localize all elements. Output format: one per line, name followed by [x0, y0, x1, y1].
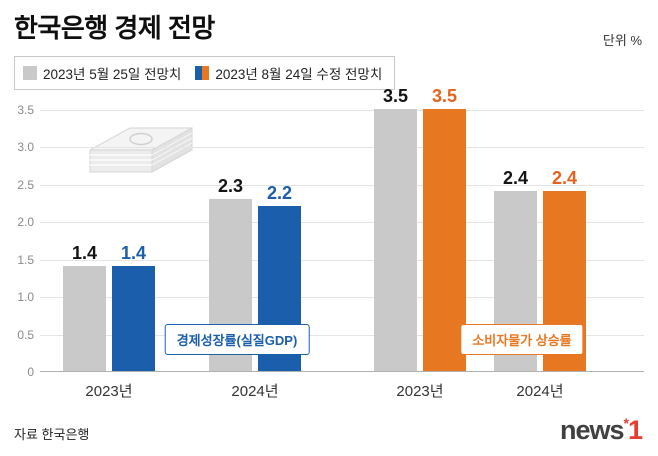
bar-value-label: 2.4 — [551, 168, 578, 188]
logo-text: news — [559, 415, 625, 445]
bar-group: 1.4 1.4 — [63, 244, 155, 371]
legend-label: 2023년 8월 24일 수정 전망치 — [215, 67, 383, 82]
legend-swatch — [195, 66, 210, 80]
money-stack-illustration — [89, 127, 193, 173]
logo-spark-icon: * — [623, 415, 630, 431]
y-tick-label: 0.5 — [17, 327, 34, 342]
bar — [63, 266, 106, 371]
bar-value-label: 3.5 — [431, 86, 458, 106]
plot-area: 1.4 1.4 2.3 2.2 3.5 3.5 2.4 2.4 경제성장률(실질GDP) 소비… — [40, 87, 644, 372]
bar-value-label: 2.2 — [266, 183, 293, 203]
legend-item: 2023년 8월 24일 수정 전망치 — [195, 63, 382, 83]
gridline — [40, 147, 644, 149]
y-tick-label: 2.5 — [17, 177, 34, 192]
bar-value-label: 1.4 — [120, 243, 147, 263]
bar-value-label: 2.3 — [217, 176, 244, 196]
gridline — [40, 334, 644, 336]
section-label-cpi: 소비자물가 상승률 — [460, 324, 584, 355]
y-tick-label: 2.0 — [17, 215, 34, 230]
legend-swatch — [23, 66, 37, 80]
category-label: 2024년 — [231, 383, 279, 400]
legend-label: 2023년 5월 25일 전망치 — [43, 67, 182, 82]
news1-logo: news*1 — [559, 415, 643, 446]
gridline — [40, 259, 644, 261]
gridline — [40, 297, 644, 299]
category-label: 2023년 — [396, 383, 444, 400]
bar-value-label: 3.5 — [382, 86, 409, 106]
logo-number: 1 — [627, 415, 643, 445]
y-tick-label: 0 — [27, 365, 34, 379]
y-tick-label: 1.5 — [17, 252, 34, 267]
unit-label: 단위 % — [602, 33, 642, 48]
y-axis: 3.5 3.0 2.5 2.0 1.5 1.0 0.5 0 — [8, 104, 34, 378]
category-labels: 2023년 2024년 2023년 2024년 — [40, 380, 644, 400]
gridline — [40, 110, 644, 111]
category-label: 2024년 — [516, 383, 564, 400]
bar-column: 3.5 — [423, 87, 466, 371]
gridline — [40, 222, 644, 224]
gridline — [40, 184, 644, 186]
legend-item: 2023년 5월 25일 전망치 — [23, 63, 181, 83]
bar-group: 3.5 3.5 — [374, 87, 466, 371]
bar-column: 1.4 — [63, 244, 106, 371]
bar-column: 3.5 — [374, 87, 417, 371]
bar — [423, 109, 466, 371]
source-credit: 자료 한국은행 — [14, 427, 90, 442]
y-tick-label: 1.0 — [17, 290, 34, 305]
bar-value-label: 2.4 — [502, 168, 529, 188]
bar — [112, 266, 155, 371]
category-label: 2023년 — [85, 383, 133, 400]
bar-value-label: 1.4 — [71, 243, 98, 263]
section-label-gdp: 경제성장률(실질GDP) — [164, 324, 310, 355]
legend: 2023년 5월 25일 전망치 2023년 8월 24일 수정 전망치 — [14, 56, 396, 90]
page-title: 한국은행 경제 전망 — [14, 13, 215, 43]
y-tick-label: 3.5 — [17, 103, 34, 117]
bar — [374, 109, 417, 371]
y-tick-label: 3.0 — [17, 140, 34, 155]
bar-column: 1.4 — [112, 244, 155, 371]
